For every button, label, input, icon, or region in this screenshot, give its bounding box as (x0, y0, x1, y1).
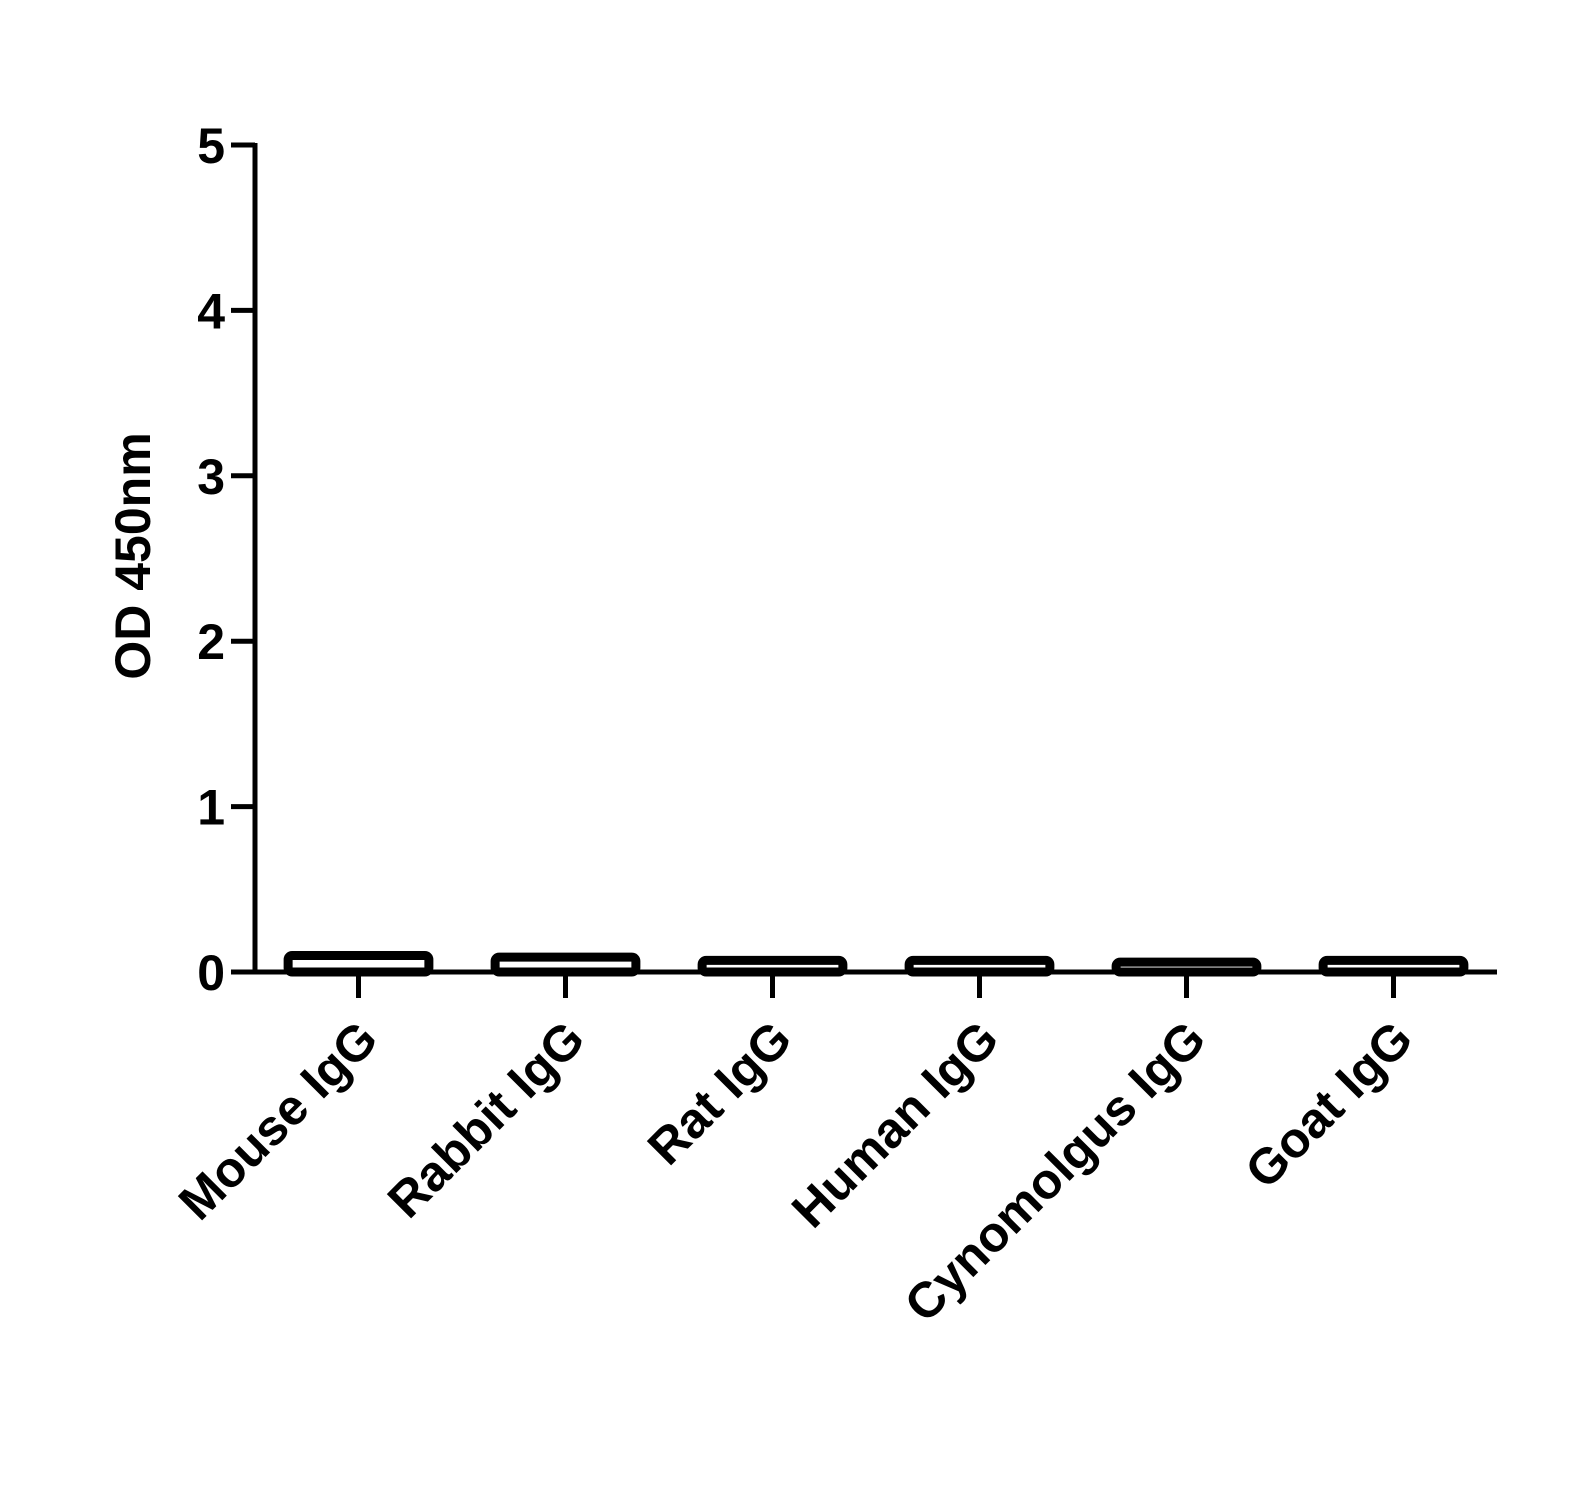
x-tick-label: Goat IgG (1234, 1010, 1423, 1199)
y-tick-label: 1 (197, 780, 225, 836)
y-tick-label: 5 (197, 118, 225, 174)
y-tick-label: 2 (197, 614, 225, 670)
y-tick-label: 0 (197, 945, 225, 1001)
x-tick-label: Mouse IgG (168, 1010, 388, 1230)
x-tick-label: Rabbit IgG (377, 1010, 595, 1228)
x-tick-label: Human IgG (781, 1010, 1009, 1238)
x-tick-label: Rat IgG (637, 1010, 802, 1175)
y-axis-title: OD 450nm (105, 432, 161, 679)
y-tick-label: 3 (197, 449, 225, 505)
y-tick-label: 4 (197, 283, 225, 339)
